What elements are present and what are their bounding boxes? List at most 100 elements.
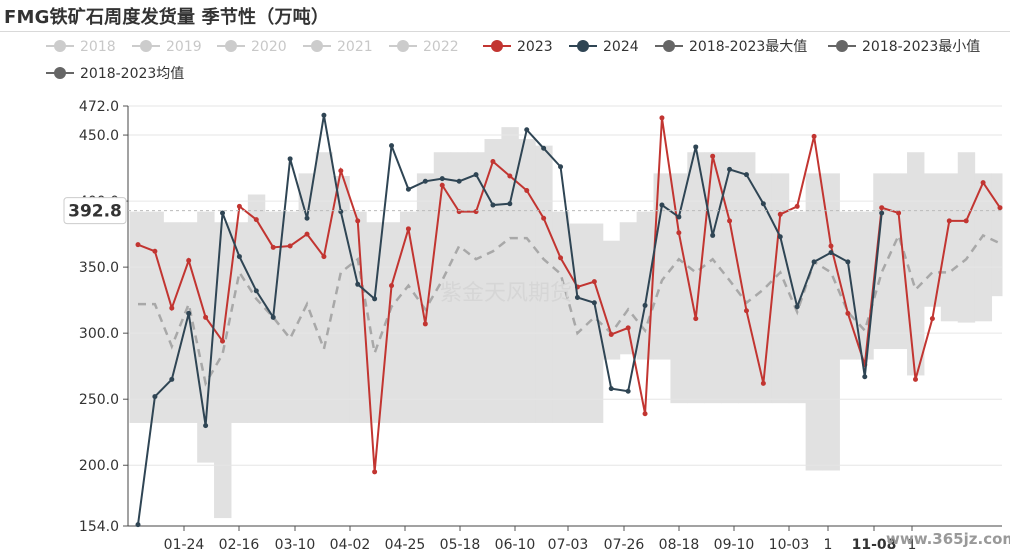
legend-item-2[interactable]: 2020: [217, 39, 287, 55]
data-point[interactable]: [862, 374, 868, 380]
data-point[interactable]: [777, 211, 783, 217]
legend-item-9[interactable]: 2018-2023均值: [46, 66, 184, 82]
data-point[interactable]: [203, 314, 209, 320]
data-point[interactable]: [558, 164, 564, 170]
data-point[interactable]: [169, 305, 175, 311]
legend-item-0[interactable]: 2018: [46, 39, 116, 55]
data-point[interactable]: [828, 250, 834, 256]
data-point[interactable]: [389, 283, 395, 289]
data-point[interactable]: [236, 203, 242, 209]
data-point[interactable]: [524, 127, 530, 133]
data-point[interactable]: [220, 338, 226, 344]
data-point[interactable]: [676, 230, 682, 236]
data-point[interactable]: [439, 176, 445, 182]
data-point[interactable]: [946, 218, 952, 224]
data-point[interactable]: [321, 112, 327, 118]
data-point[interactable]: [203, 423, 209, 429]
data-point[interactable]: [473, 172, 479, 178]
data-point[interactable]: [693, 144, 699, 150]
data-point[interactable]: [236, 254, 242, 260]
data-point[interactable]: [473, 209, 479, 215]
data-point[interactable]: [338, 209, 344, 215]
data-point[interactable]: [152, 248, 158, 254]
data-point[interactable]: [794, 203, 800, 209]
legend-item-8[interactable]: 2018-2023最小值: [828, 39, 980, 55]
data-point[interactable]: [507, 201, 513, 207]
data-point[interactable]: [574, 295, 580, 301]
legend-item-4[interactable]: 2022: [389, 39, 459, 55]
data-point[interactable]: [186, 310, 192, 316]
data-point[interactable]: [405, 226, 411, 232]
data-point[interactable]: [270, 244, 276, 250]
data-point[interactable]: [642, 302, 648, 308]
data-point[interactable]: [152, 394, 158, 400]
data-point[interactable]: [743, 308, 749, 314]
data-point[interactable]: [355, 281, 361, 287]
data-point[interactable]: [456, 209, 462, 215]
data-point[interactable]: [135, 242, 141, 248]
data-point[interactable]: [845, 310, 851, 316]
data-point[interactable]: [625, 388, 631, 394]
data-point[interactable]: [676, 214, 682, 220]
data-point[interactable]: [490, 158, 496, 164]
data-point[interactable]: [963, 218, 969, 224]
data-point[interactable]: [439, 182, 445, 188]
data-point[interactable]: [186, 258, 192, 264]
data-point[interactable]: [270, 314, 276, 320]
data-point[interactable]: [253, 217, 259, 223]
data-point[interactable]: [710, 153, 716, 159]
data-point[interactable]: [659, 202, 665, 208]
data-point[interactable]: [727, 166, 733, 172]
data-point[interactable]: [304, 231, 310, 237]
data-point[interactable]: [997, 205, 1003, 211]
legend-item-6[interactable]: 2024: [569, 39, 639, 55]
data-point[interactable]: [135, 522, 141, 528]
data-point[interactable]: [608, 331, 614, 337]
data-point[interactable]: [490, 202, 496, 208]
data-point[interactable]: [422, 178, 428, 184]
data-point[interactable]: [591, 279, 597, 285]
data-point[interactable]: [372, 469, 378, 475]
data-point[interactable]: [659, 115, 665, 121]
data-point[interactable]: [591, 300, 597, 306]
data-point[interactable]: [338, 168, 344, 174]
data-point[interactable]: [304, 215, 310, 221]
data-point[interactable]: [980, 180, 986, 186]
data-point[interactable]: [220, 210, 226, 216]
data-point[interactable]: [693, 316, 699, 322]
data-point[interactable]: [743, 172, 749, 178]
data-point[interactable]: [456, 178, 462, 184]
data-point[interactable]: [541, 215, 547, 221]
data-point[interactable]: [422, 321, 428, 327]
data-point[interactable]: [760, 201, 766, 207]
data-point[interactable]: [811, 259, 817, 265]
data-point[interactable]: [845, 259, 851, 265]
data-point[interactable]: [541, 145, 547, 151]
legend-item-7[interactable]: 2018-2023最大值: [655, 39, 807, 55]
data-point[interactable]: [710, 232, 716, 238]
data-point[interactable]: [879, 210, 885, 216]
data-point[interactable]: [253, 288, 259, 294]
data-point[interactable]: [287, 156, 293, 162]
data-point[interactable]: [811, 133, 817, 139]
data-point[interactable]: [760, 380, 766, 386]
data-point[interactable]: [608, 386, 614, 392]
data-point[interactable]: [727, 218, 733, 224]
data-point[interactable]: [372, 296, 378, 302]
data-point[interactable]: [777, 234, 783, 240]
data-point[interactable]: [558, 255, 564, 261]
data-point[interactable]: [912, 376, 918, 382]
data-point[interactable]: [879, 205, 885, 211]
data-point[interactable]: [405, 186, 411, 192]
data-point[interactable]: [507, 173, 513, 179]
data-point[interactable]: [625, 325, 631, 331]
data-point[interactable]: [169, 376, 175, 382]
data-point[interactable]: [896, 210, 902, 216]
data-point[interactable]: [389, 143, 395, 149]
data-point[interactable]: [794, 304, 800, 310]
legend-item-1[interactable]: 2019: [132, 39, 202, 55]
data-point[interactable]: [642, 411, 648, 417]
data-point[interactable]: [929, 316, 935, 322]
data-point[interactable]: [287, 243, 293, 249]
data-point[interactable]: [355, 218, 361, 224]
